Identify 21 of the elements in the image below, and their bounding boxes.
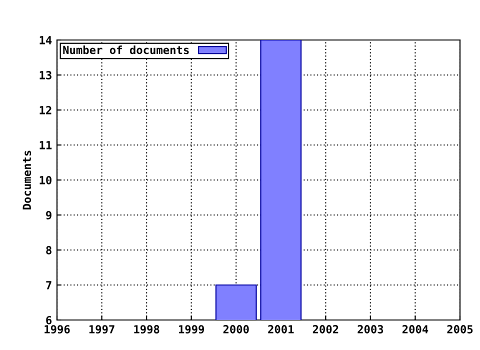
x-tick-label: 2001: [268, 325, 294, 334]
y-tick-label: 14: [40, 36, 52, 44]
y-axis-title: Documents: [22, 150, 32, 210]
x-tick-label: 1999: [178, 325, 204, 334]
x-tick-label: 2003: [358, 325, 384, 334]
x-tick-label: 2004: [402, 325, 428, 334]
x-tick-label: 2000: [223, 325, 249, 334]
y-tick-label: 12: [40, 106, 52, 114]
y-tick-label: 11: [40, 141, 52, 150]
y-tick-label: 6: [46, 316, 52, 324]
y-tick-label: 9: [46, 211, 52, 220]
x-tick-label: 1998: [134, 325, 160, 334]
y-tick-label: 8: [46, 246, 52, 254]
x-tick-label: 2002: [312, 325, 338, 334]
x-tick-label: 1996: [44, 325, 70, 334]
y-tick-label: 7: [46, 281, 52, 290]
y-tick-label: 10: [40, 176, 52, 184]
x-tick-label: 1997: [89, 325, 114, 334]
y-tick-label: 13: [40, 70, 52, 80]
x-tick-label: 2005: [447, 325, 473, 334]
legend-label: Number of documents: [63, 46, 189, 54]
